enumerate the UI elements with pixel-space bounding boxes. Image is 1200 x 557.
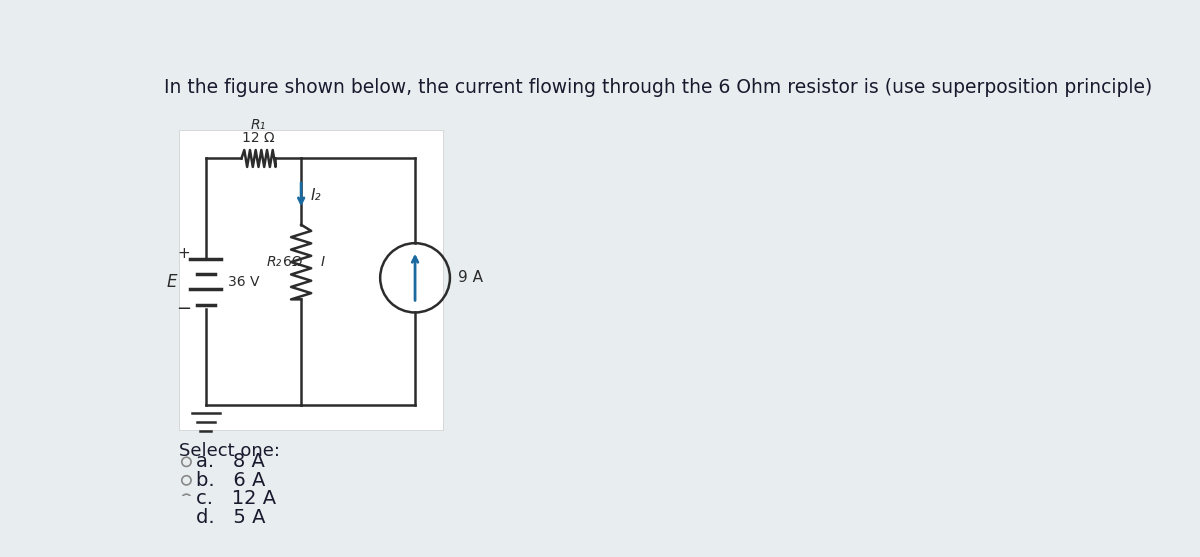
Text: 9 A: 9 A xyxy=(457,270,482,285)
Text: E: E xyxy=(167,273,176,291)
Text: a.   8 A: a. 8 A xyxy=(197,452,265,471)
Text: +: + xyxy=(178,246,191,261)
Text: c.   12 A: c. 12 A xyxy=(197,489,277,509)
Text: 12 Ω: 12 Ω xyxy=(242,130,275,145)
Text: R₁: R₁ xyxy=(251,118,266,133)
Text: 36 V: 36 V xyxy=(228,275,259,289)
Text: R₂: R₂ xyxy=(266,256,282,270)
Text: I₂: I₂ xyxy=(311,188,322,203)
Text: −: − xyxy=(176,300,192,319)
FancyBboxPatch shape xyxy=(180,130,443,430)
Text: I: I xyxy=(320,256,325,270)
Text: In the figure shown below, the current flowing through the 6 Ohm resistor is (us: In the figure shown below, the current f… xyxy=(164,79,1152,97)
Text: d.   5 A: d. 5 A xyxy=(197,508,266,527)
Text: 6Ω: 6Ω xyxy=(283,256,302,270)
Text: Select one:: Select one: xyxy=(180,442,281,460)
Text: b.   6 A: b. 6 A xyxy=(197,471,266,490)
